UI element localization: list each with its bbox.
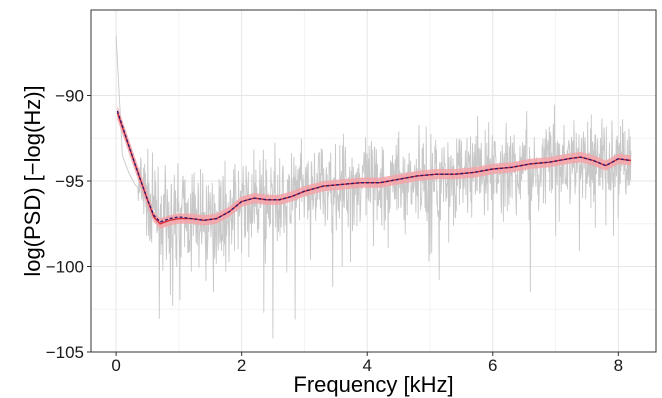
x-tick-label: 2 [237,356,246,375]
x-tick-label: 4 [362,356,371,375]
x-tick-label: 0 [111,356,120,375]
estimate-band [117,105,631,229]
reference-line-series [116,110,631,223]
x-axis-title: Frequency [kHz] [293,372,453,397]
y-tick-label: −95 [55,172,84,191]
plot-panel [90,9,657,353]
estimate-band-series [117,105,631,229]
y-tick-label: −90 [55,87,84,106]
x-axis: 0 2 4 6 8 [111,352,623,375]
reference-line [116,110,631,223]
y-tick-label: −100 [46,258,84,277]
y-axis: −105 −100 −95 −90 [46,87,91,362]
x-tick-label: 6 [488,356,497,375]
y-axis-title: log(PSD) [−log(Hz)] [20,85,45,276]
x-tick-label: 8 [614,356,623,375]
y-tick-label: −105 [46,343,84,362]
